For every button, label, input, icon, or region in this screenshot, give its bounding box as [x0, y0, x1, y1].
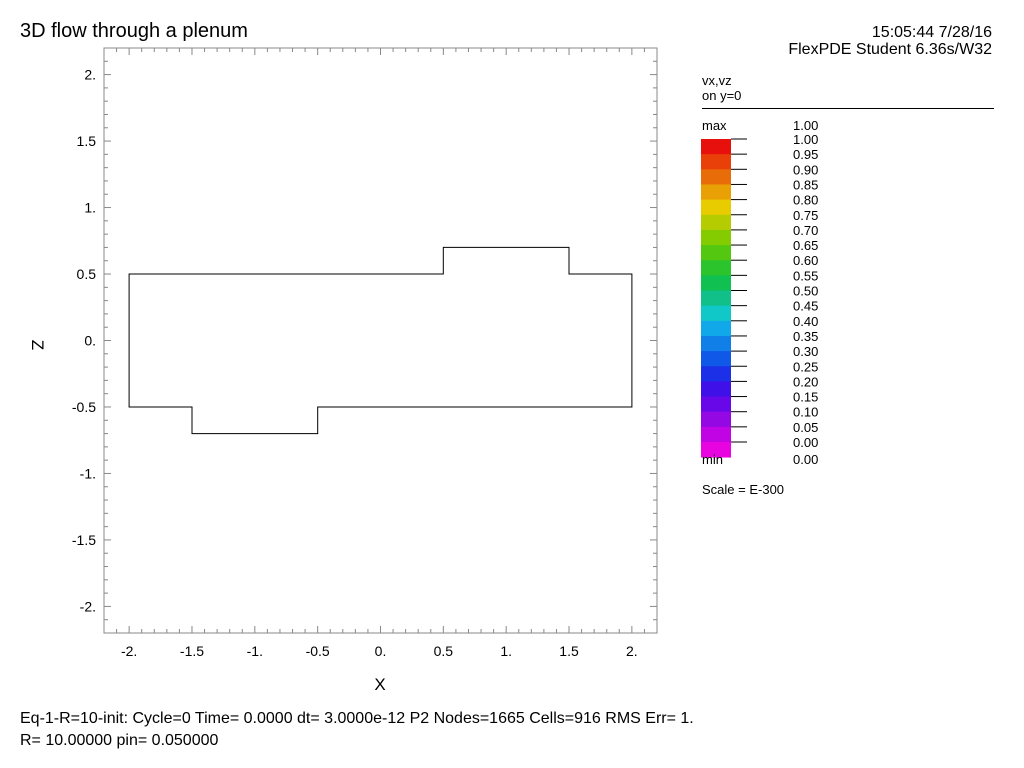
legend-level-value: 0.25: [793, 359, 818, 374]
legend-swatch: [701, 442, 731, 458]
legend-swatch: [701, 305, 731, 322]
legend-swatch: [701, 229, 731, 246]
x-tick-label: 2.: [626, 643, 638, 659]
legend-swatch: [701, 426, 731, 443]
legend-title-slice: on y=0: [702, 88, 742, 103]
x-tick-label: -0.5: [306, 643, 330, 659]
y-tick-label: 1.: [84, 200, 96, 216]
legend-swatch: [701, 139, 731, 155]
y-tick-label: 0.: [84, 333, 96, 349]
legend-level-value: 0.05: [793, 420, 818, 435]
legend-level-value: 0.55: [793, 268, 818, 283]
legend-level-value: 0.65: [793, 238, 818, 253]
legend-level-value: 1.00: [793, 132, 818, 147]
legend-swatch: [701, 214, 731, 231]
legend-swatch: [701, 260, 731, 276]
legend-level-value: 0.90: [793, 162, 818, 177]
legend-swatch: [701, 366, 731, 382]
y-tick-label: -0.5: [72, 399, 96, 415]
legend-level-value: 0.15: [793, 390, 818, 405]
legend-min-label: min: [702, 452, 723, 467]
legend-swatch: [701, 275, 731, 291]
legend-swatch: [701, 169, 731, 185]
x-tick-label: -1.5: [180, 643, 204, 659]
y-tick-label: -1.: [80, 465, 96, 481]
y-tick-label: -2.: [80, 598, 96, 614]
legend-swatch: [701, 199, 731, 216]
legend-level-value: 0.40: [793, 314, 818, 329]
legend-max-value: 1.00: [793, 118, 819, 133]
x-tick-label: 1.5: [559, 643, 579, 659]
legend-scale: Scale = E-300: [702, 482, 785, 497]
legend-level-value: 0.75: [793, 208, 818, 223]
legend-swatch: [701, 320, 731, 337]
legend-level-value: 0.85: [793, 177, 818, 192]
legend-level-value: 0.50: [793, 284, 818, 299]
color-legend-swatches: [701, 139, 731, 458]
y-tick-label: 2.: [84, 67, 96, 83]
legend-level-value: 0.30: [793, 344, 818, 359]
product-version: FlexPDE Student 6.36s/W32: [788, 41, 992, 58]
x-tick-label: 0.5: [434, 643, 454, 659]
timestamp: 15:05:44 7/28/16: [871, 24, 992, 41]
legend-swatch: [701, 290, 731, 307]
legend-swatch: [701, 154, 731, 170]
status-line-solver: Eq-1-R=10-init: Cycle=0 Time= 0.0000 dt=…: [20, 710, 694, 727]
x-tick-label: 0.: [375, 643, 387, 659]
status-line-parameters: R= 10.00000 pin= 0.050000: [20, 732, 219, 749]
legend-min-value: 0.00: [793, 452, 819, 467]
x-tick-label: -2.: [121, 643, 137, 659]
axis-ticks: [103, 47, 658, 634]
legend-level-value: 0.10: [793, 405, 818, 420]
legend-level-value: 0.95: [793, 147, 818, 162]
legend-swatch: [701, 184, 731, 200]
plot-border: [103, 47, 658, 634]
legend-level-value: 0.60: [793, 253, 818, 268]
x-axis-label: X: [374, 675, 385, 694]
y-tick-labels: 2. 1.5 1. 0.5 0. -0.5 -1. -1.5 -2.: [72, 67, 96, 615]
plot-title: 3D flow through a plenum: [20, 20, 248, 42]
legend-swatch: [701, 351, 731, 367]
y-tick-label: 1.5: [77, 133, 97, 149]
x-tick-label: 1.: [500, 643, 512, 659]
color-legend-ticks: [731, 138, 747, 443]
legend-swatch: [701, 335, 731, 352]
x-tick-label: -1.: [247, 643, 263, 659]
legend-swatch: [701, 381, 731, 397]
legend-level-value: 0.20: [793, 374, 818, 389]
legend-swatch: [701, 411, 731, 428]
legend-max-label: max: [702, 118, 727, 133]
x-tick-labels: -2. -1.5 -1. -0.5 0. 0.5 1. 1.5 2.: [121, 643, 638, 659]
y-tick-label: 0.5: [77, 266, 97, 282]
plot-frame: [103, 47, 658, 634]
legend-swatch: [701, 396, 731, 413]
legend-level-value: 0.00: [793, 435, 818, 450]
legend-level-value: 0.70: [793, 223, 818, 238]
domain-outline: [128, 246, 633, 435]
legend-level-value: 0.80: [793, 193, 818, 208]
legend-level-value: 0.35: [793, 329, 818, 344]
color-legend-values: 1.000.950.900.850.800.750.700.650.600.55…: [793, 132, 818, 450]
y-tick-label: -1.5: [72, 532, 96, 548]
legend-level-value: 0.45: [793, 299, 818, 314]
legend-swatch: [701, 245, 731, 261]
legend-divider: [702, 108, 994, 109]
legend-title-variables: vx,vz: [702, 73, 732, 88]
y-axis-label: Z: [28, 340, 47, 350]
